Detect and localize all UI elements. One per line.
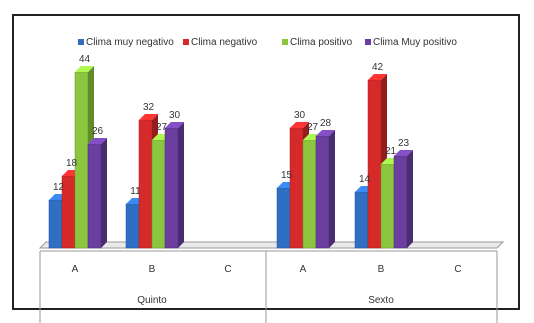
bar-side [329, 130, 335, 248]
x-tick-label: C [454, 264, 461, 275]
legend-swatch [78, 39, 84, 45]
bar-front [87, 143, 102, 249]
bar-front [315, 135, 330, 249]
bar-front [125, 203, 140, 249]
bar-front [354, 191, 369, 249]
data-label: 23 [398, 138, 410, 149]
legend-swatch [282, 39, 288, 45]
x-tick-label: A [300, 264, 307, 275]
bar-side [178, 122, 184, 248]
data-label: 32 [143, 102, 155, 113]
data-label: 28 [320, 118, 332, 129]
bar-front [151, 139, 166, 249]
x-tick-label: B [149, 264, 156, 275]
bar-front [289, 127, 304, 249]
data-label: 15 [281, 170, 293, 181]
bar-front [302, 139, 317, 249]
data-label: 42 [372, 62, 384, 73]
bar-top [88, 138, 107, 144]
legend-label: Clima Muy positivo [373, 37, 457, 48]
bar-top [368, 74, 387, 80]
bar-top [75, 66, 94, 72]
data-label: 27 [156, 122, 168, 133]
data-label: 14 [359, 174, 371, 185]
bar-top [394, 150, 413, 156]
legend-swatch [183, 39, 189, 45]
data-label: 18 [66, 158, 78, 169]
bar-side [101, 138, 107, 248]
group-label: Quinto [137, 295, 167, 306]
group-label: Sexto [368, 295, 394, 306]
chart-floor [38, 241, 505, 249]
bar-front [164, 127, 179, 249]
data-label: 44 [79, 54, 91, 65]
bar-front [367, 79, 382, 249]
data-label: 30 [169, 110, 181, 121]
bar-top [165, 122, 184, 128]
legend-label: Clima negativo [191, 37, 258, 48]
data-label: 30 [294, 110, 306, 121]
data-label: 21 [385, 146, 397, 157]
x-tick-label: A [72, 264, 79, 275]
bar-top [139, 114, 158, 120]
legend-label: Clima positivo [290, 37, 353, 48]
data-label: 12 [53, 182, 65, 193]
bar-front [393, 155, 408, 249]
data-label: 27 [307, 122, 319, 133]
data-label: 26 [92, 126, 104, 137]
bar-top [290, 122, 309, 128]
bar-front [48, 199, 63, 249]
legend-label: Clima muy negativo [86, 37, 174, 48]
bar-front [138, 119, 153, 249]
x-tick-label: B [378, 264, 385, 275]
bar-top [316, 130, 335, 136]
x-tick-label: C [224, 264, 231, 275]
legend-swatch [365, 39, 371, 45]
bar-side [407, 150, 413, 248]
data-label: 11 [130, 186, 141, 197]
bar-front [380, 163, 395, 249]
bar-front [276, 187, 291, 249]
